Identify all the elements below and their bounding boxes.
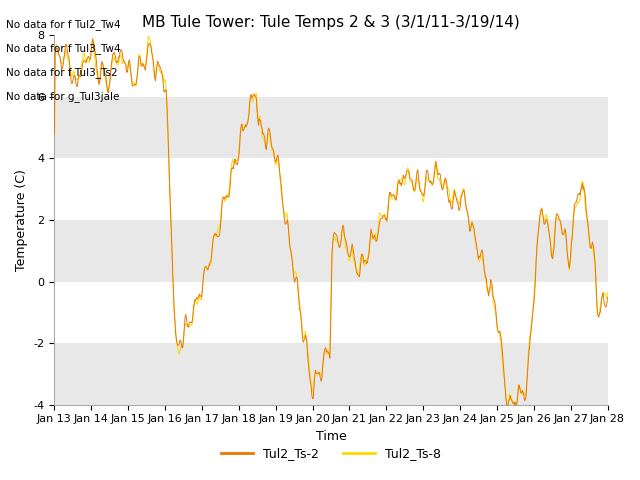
Legend: Tul2_Ts-2, Tul2_Ts-8: Tul2_Ts-2, Tul2_Ts-8 [216,442,445,465]
Title: MB Tule Tower: Tule Temps 2 & 3 (3/1/11-3/19/14): MB Tule Tower: Tule Temps 2 & 3 (3/1/11-… [142,15,520,30]
Bar [54,36,607,97]
Bar [54,97,607,158]
Bar [54,220,607,282]
X-axis label: Time: Time [316,430,346,443]
Bar [54,343,607,405]
Y-axis label: Temperature (C): Temperature (C) [15,169,28,271]
Text: No data for f Tul2_Tw4: No data for f Tul2_Tw4 [6,19,121,30]
Bar [54,282,607,343]
Text: No data for f Tul3_Ts2: No data for f Tul3_Ts2 [6,67,118,78]
Text: No data for f Tul3_Tw4: No data for f Tul3_Tw4 [6,43,121,54]
Text: No data for g_Tul3jale: No data for g_Tul3jale [6,91,120,102]
Bar [54,158,607,220]
